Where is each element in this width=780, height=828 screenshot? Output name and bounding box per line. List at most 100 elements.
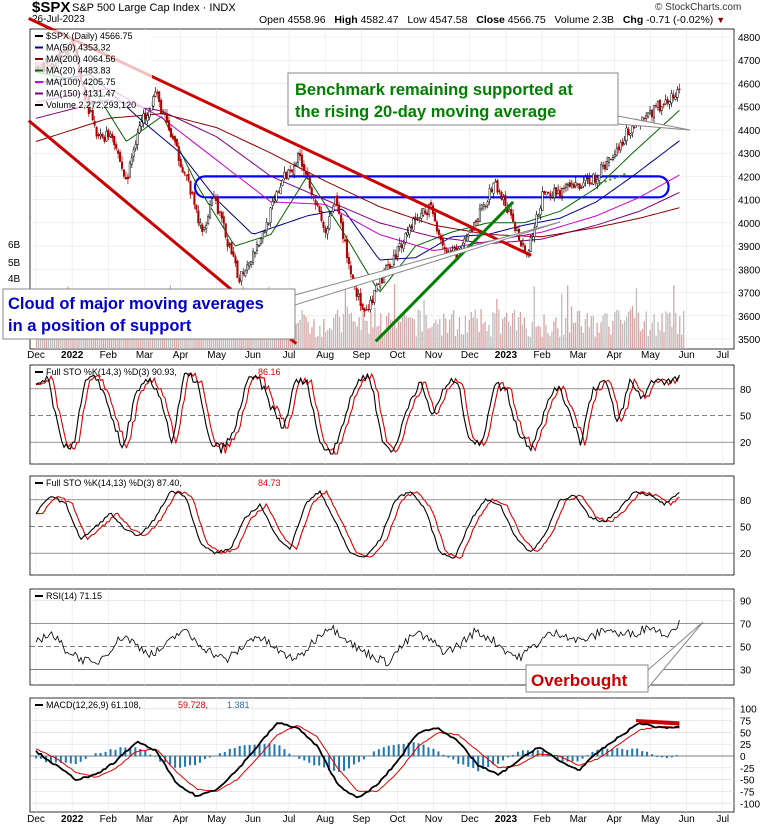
candle-body bbox=[95, 127, 98, 137]
candle-body bbox=[377, 283, 380, 285]
candle-body bbox=[600, 164, 603, 177]
macd-histogram-bar bbox=[601, 748, 604, 757]
macd-histogram-bar bbox=[477, 756, 480, 772]
low-label: Low bbox=[407, 14, 427, 26]
oscillator-tick-label: 75 bbox=[740, 717, 752, 728]
volume-bar bbox=[295, 323, 297, 349]
x-tick-label: Mar bbox=[570, 814, 588, 825]
candle-body bbox=[283, 171, 286, 179]
volume-bar bbox=[179, 333, 181, 349]
candle-body bbox=[250, 260, 253, 265]
candle-body bbox=[238, 278, 241, 283]
macd-histogram-bar bbox=[506, 756, 509, 758]
candle-body bbox=[586, 177, 589, 180]
ohlc-summary: Open 4558.96 High 4582.47 Low 4547.58 Cl… bbox=[259, 14, 725, 26]
candle-body bbox=[564, 183, 568, 188]
candle-body bbox=[529, 237, 532, 252]
x-tick-label: Oct bbox=[390, 814, 406, 825]
macd-histogram-bar bbox=[566, 756, 569, 762]
macd-histogram-bar bbox=[174, 756, 177, 768]
candle-body bbox=[359, 292, 362, 307]
volume-bar bbox=[358, 317, 360, 349]
macd-histogram-bar bbox=[661, 756, 664, 758]
macd-histogram-bar bbox=[84, 756, 87, 759]
volume-bar bbox=[344, 288, 347, 349]
candle-body bbox=[113, 136, 116, 146]
candle-body bbox=[598, 174, 601, 181]
candle-body bbox=[555, 187, 558, 196]
macd-histogram-bar bbox=[69, 756, 72, 764]
macd-histogram-bar bbox=[392, 744, 395, 757]
candle-body bbox=[547, 192, 550, 194]
volume-bar bbox=[439, 318, 441, 349]
volume-bar bbox=[382, 333, 384, 349]
volume-bar bbox=[362, 310, 364, 349]
macd-histogram-bar bbox=[511, 754, 514, 757]
macd-histogram-bar bbox=[492, 756, 495, 765]
stochastic-d-line bbox=[36, 489, 680, 559]
price-tick-label: 4700 bbox=[738, 56, 761, 67]
candle-body bbox=[183, 172, 186, 174]
volume-bar bbox=[120, 330, 122, 349]
macd-histogram-bar bbox=[348, 756, 351, 769]
macd-histogram-bar bbox=[462, 756, 465, 765]
macd-histogram-bar bbox=[99, 752, 102, 757]
volume-bar bbox=[63, 335, 65, 349]
candle-body bbox=[584, 176, 587, 181]
oscillator-tick-label: -25 bbox=[740, 764, 755, 775]
volume-bar bbox=[462, 334, 465, 349]
macd-histogram-bar bbox=[154, 756, 157, 757]
macd-histogram-bar bbox=[656, 756, 659, 757]
low-value: 4547.58 bbox=[429, 14, 468, 26]
candle-body bbox=[185, 174, 188, 176]
candle-body bbox=[484, 206, 487, 208]
sto-legend: Full STO %K(14,3) %D(3) 90.93, bbox=[46, 367, 177, 377]
volume-bar bbox=[403, 310, 406, 349]
macd-histogram-bar bbox=[198, 756, 201, 763]
annotation-cloud: Cloud of major moving averages in a posit… bbox=[2, 221, 561, 340]
volume-bar bbox=[407, 317, 409, 349]
candle-body bbox=[103, 137, 106, 142]
volume-bar bbox=[639, 331, 642, 349]
macd-histogram-bar bbox=[432, 748, 435, 757]
candle-body bbox=[408, 226, 411, 235]
stochastic-d-line bbox=[36, 372, 680, 455]
macd-histogram-bar bbox=[144, 750, 147, 757]
candle-body bbox=[156, 91, 159, 94]
volume-bar bbox=[612, 320, 614, 349]
candle-body bbox=[619, 142, 622, 151]
volume-bar bbox=[511, 313, 514, 349]
oscillator-tick-label: 30 bbox=[740, 666, 752, 677]
volume-bar bbox=[93, 334, 95, 349]
candle-body bbox=[496, 180, 499, 193]
sto-legend-d: 86.16 bbox=[258, 367, 281, 377]
candle-body bbox=[410, 225, 413, 229]
annotation-box bbox=[525, 664, 649, 693]
volume-bar bbox=[625, 316, 628, 349]
candle-body bbox=[99, 133, 102, 137]
change-label: Chg bbox=[622, 14, 644, 26]
volume-bar bbox=[307, 321, 309, 349]
volume-bar bbox=[313, 319, 315, 349]
macd-histogram-bar bbox=[39, 756, 42, 759]
candle-body bbox=[502, 197, 505, 201]
volume-bar bbox=[413, 319, 415, 349]
volume-bar bbox=[641, 328, 644, 349]
legend-entry: MA(150) 4131.47 bbox=[46, 89, 116, 99]
candle-body bbox=[191, 191, 194, 194]
candle-body bbox=[400, 244, 403, 249]
volume-bar bbox=[411, 317, 413, 349]
annotation-pointer bbox=[617, 115, 691, 131]
candle-body bbox=[516, 227, 519, 231]
volume-bar bbox=[336, 309, 339, 349]
candle-body bbox=[277, 191, 280, 193]
macd-histogram-bar bbox=[516, 751, 519, 757]
volume-bar bbox=[454, 335, 457, 349]
x-tick-label: Jul bbox=[716, 814, 729, 825]
x-tick-label: Aug bbox=[316, 350, 334, 361]
volume-bar bbox=[596, 322, 598, 349]
x-tick-label: Jul bbox=[716, 350, 729, 361]
volume-bar bbox=[484, 321, 486, 349]
macd-histogram-bar bbox=[343, 756, 346, 771]
volume-bar bbox=[594, 336, 596, 349]
